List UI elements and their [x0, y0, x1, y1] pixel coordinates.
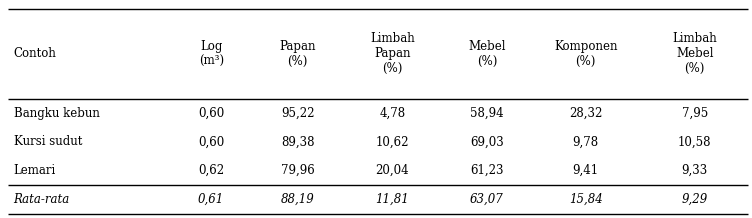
Text: 9,41: 9,41 [572, 164, 599, 177]
Text: 88,19: 88,19 [280, 193, 314, 206]
Text: 61,23: 61,23 [470, 164, 504, 177]
Text: 28,32: 28,32 [569, 107, 602, 120]
Text: 0,61: 0,61 [198, 193, 224, 206]
Text: 89,38: 89,38 [281, 135, 314, 148]
Text: 10,62: 10,62 [375, 135, 409, 148]
Text: Komponen
(%): Komponen (%) [554, 40, 617, 68]
Text: Log
(m³): Log (m³) [199, 40, 224, 68]
Text: 79,96: 79,96 [280, 164, 314, 177]
Text: Lemari: Lemari [14, 164, 56, 177]
Text: Papan
(%): Papan (%) [280, 40, 316, 68]
Text: 0,60: 0,60 [198, 107, 224, 120]
Text: 9,78: 9,78 [572, 135, 599, 148]
Text: 10,58: 10,58 [678, 135, 711, 148]
Text: 11,81: 11,81 [375, 193, 409, 206]
Text: Contoh: Contoh [14, 47, 56, 60]
Text: Bangku kebun: Bangku kebun [14, 107, 99, 120]
Text: 63,07: 63,07 [470, 193, 504, 206]
Text: 7,95: 7,95 [681, 107, 708, 120]
Text: 9,33: 9,33 [681, 164, 708, 177]
Text: 9,29: 9,29 [681, 193, 708, 206]
Text: 15,84: 15,84 [569, 193, 602, 206]
Text: Kursi sudut: Kursi sudut [14, 135, 82, 148]
Text: Mebel
(%): Mebel (%) [468, 40, 505, 68]
Text: Limbah
Mebel
(%): Limbah Mebel (%) [672, 32, 717, 75]
Text: 69,03: 69,03 [470, 135, 504, 148]
Text: 58,94: 58,94 [470, 107, 504, 120]
Text: 0,62: 0,62 [199, 164, 224, 177]
Text: 0,60: 0,60 [198, 135, 224, 148]
Text: 20,04: 20,04 [375, 164, 409, 177]
Text: 4,78: 4,78 [379, 107, 405, 120]
Text: 95,22: 95,22 [281, 107, 314, 120]
Text: Limbah
Papan
(%): Limbah Papan (%) [370, 32, 414, 75]
Text: Rata-rata: Rata-rata [14, 193, 70, 206]
